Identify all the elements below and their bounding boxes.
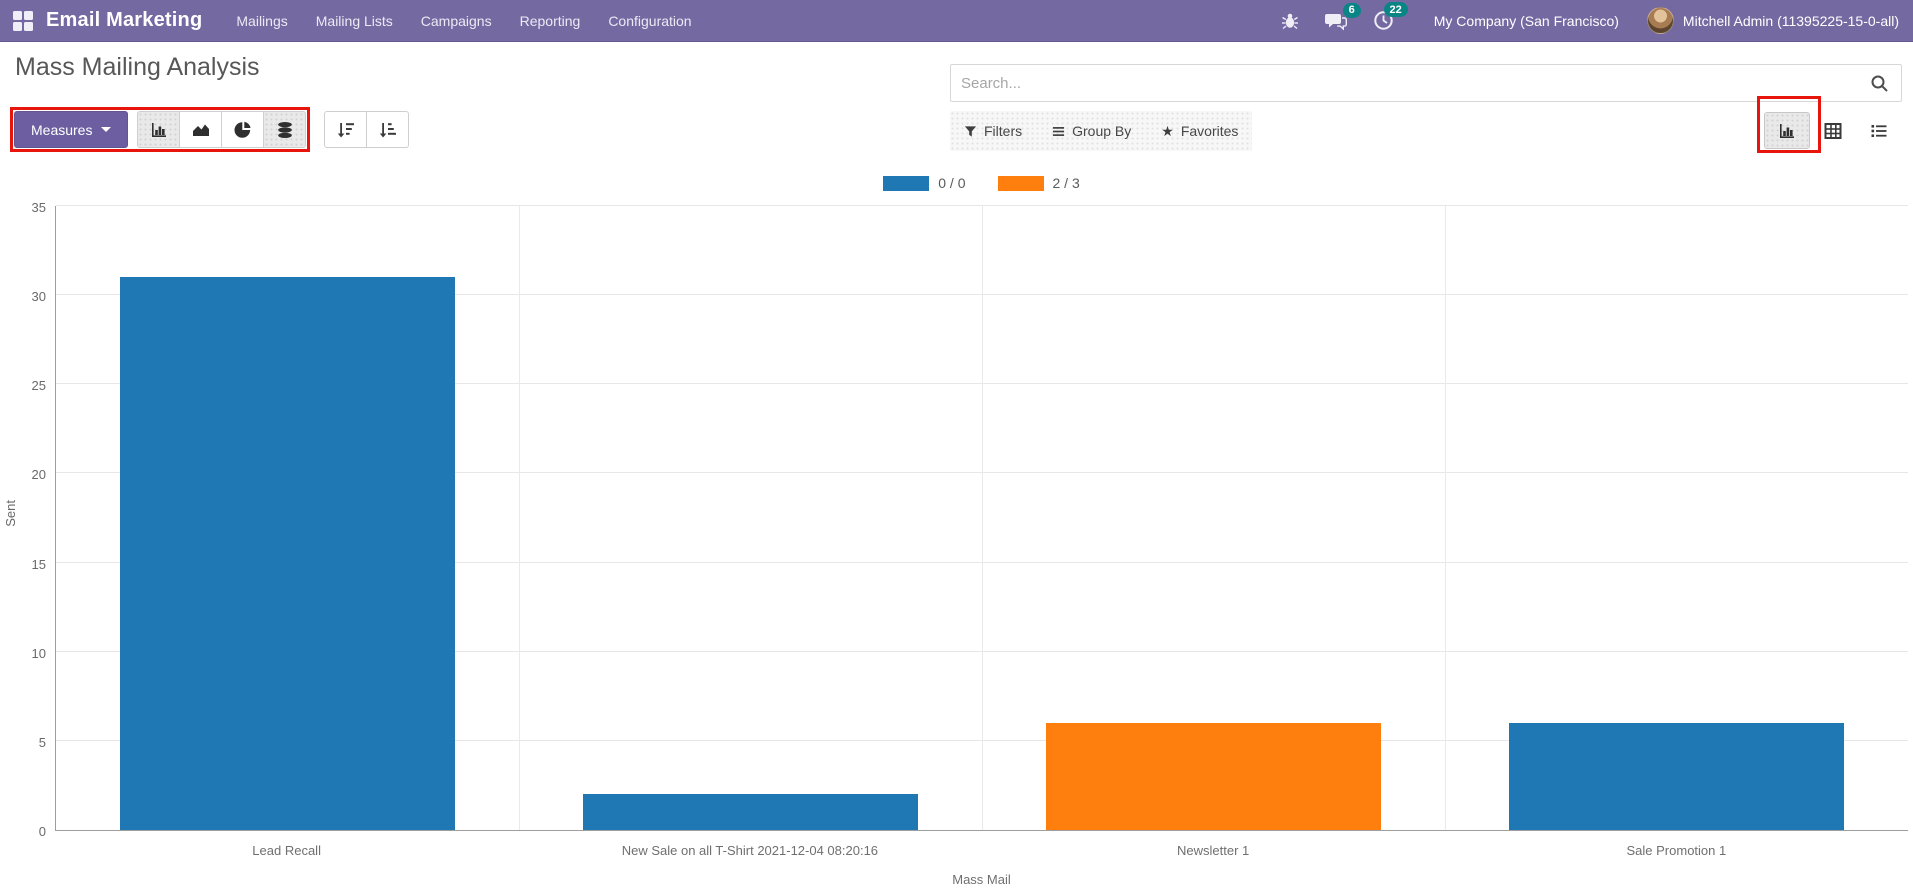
x-tick-label: Newsletter 1 bbox=[1177, 843, 1250, 858]
y-tick-label: 0 bbox=[38, 824, 46, 839]
navbar-systray: 6 22 My Company (San Francisco) Mitchell… bbox=[1281, 2, 1913, 34]
nav-item-configuration[interactable]: Configuration bbox=[608, 12, 692, 29]
legend-item[interactable]: 0 / 0 bbox=[883, 175, 966, 191]
company-switcher[interactable]: My Company (San Francisco) bbox=[1433, 12, 1619, 29]
activities-clock-icon[interactable]: 22 bbox=[1373, 2, 1408, 31]
star-icon: ★ bbox=[1161, 123, 1174, 139]
apps-menu-icon[interactable] bbox=[13, 10, 33, 31]
view-switcher bbox=[1764, 112, 1902, 149]
pie-chart-mode-button[interactable] bbox=[221, 111, 265, 148]
group-by-bars-icon bbox=[1053, 126, 1065, 136]
legend-swatch bbox=[883, 175, 930, 191]
gridline bbox=[1445, 206, 1446, 830]
graph-toolbar: Measures bbox=[10, 107, 410, 152]
messages-icon[interactable]: 6 bbox=[1324, 2, 1361, 31]
gridline bbox=[56, 205, 1908, 206]
sort-switcher bbox=[324, 111, 410, 148]
nav-item-mailing-lists[interactable]: Mailing Lists bbox=[315, 12, 393, 29]
y-tick-label: 25 bbox=[31, 378, 46, 394]
y-tick-label: 10 bbox=[31, 645, 46, 661]
stacked-mode-button[interactable] bbox=[263, 111, 307, 148]
chart-type-switcher bbox=[137, 111, 307, 148]
x-tick-label: New Sale on all T-Shirt 2021-12-04 08:20… bbox=[621, 843, 879, 858]
y-tick-label: 15 bbox=[31, 556, 46, 572]
chart-legend: 0 / 0 2 / 3 bbox=[55, 175, 1908, 191]
nav-item-campaigns[interactable]: Campaigns bbox=[420, 12, 492, 29]
plot-area bbox=[55, 205, 1908, 831]
search-icon[interactable] bbox=[1870, 74, 1889, 93]
y-tick-label: 20 bbox=[31, 467, 46, 483]
activities-count-badge: 22 bbox=[1383, 2, 1408, 17]
gridline bbox=[519, 206, 520, 830]
chart-bar[interactable] bbox=[120, 277, 455, 830]
filters-menu[interactable]: Filters bbox=[964, 123, 1022, 139]
y-tick-label: 35 bbox=[31, 200, 46, 215]
nav-item-reporting[interactable]: Reporting bbox=[519, 12, 581, 29]
favorites-menu[interactable]: ★ Favorites bbox=[1161, 123, 1239, 139]
user-menu[interactable]: Mitchell Admin (11395225-15-0-all) bbox=[1682, 12, 1899, 29]
top-navbar: Email Marketing Mailings Mailing Lists C… bbox=[0, 0, 1913, 42]
legend-item[interactable]: 2 / 3 bbox=[997, 175, 1080, 191]
nav-item-mailings[interactable]: Mailings bbox=[236, 12, 288, 29]
pivot-view-button[interactable] bbox=[1810, 112, 1856, 149]
y-tick-label: 5 bbox=[38, 734, 46, 750]
y-axis-labels: 0 5 10 15 20 25 30 35 bbox=[0, 200, 46, 839]
line-chart-mode-button[interactable] bbox=[179, 111, 223, 148]
annotation-box-measures: Measures bbox=[10, 107, 311, 152]
chart-bar[interactable] bbox=[1509, 723, 1844, 830]
search-bar bbox=[950, 64, 1902, 102]
sort-ascending-button[interactable] bbox=[366, 111, 410, 148]
search-input[interactable] bbox=[951, 74, 1870, 92]
search-filters-bar: Filters Group By ★ Favorites bbox=[950, 111, 1253, 151]
x-axis-labels: Lead Recall New Sale on all T-Shirt 2021… bbox=[55, 843, 1908, 858]
chart-bar[interactable] bbox=[1046, 723, 1381, 830]
sort-descending-button[interactable] bbox=[324, 111, 368, 148]
filter-funnel-icon bbox=[964, 125, 977, 137]
list-view-button[interactable] bbox=[1856, 112, 1902, 149]
y-tick-label: 30 bbox=[31, 289, 46, 305]
gridline bbox=[982, 206, 983, 830]
page-title: Mass Mailing Analysis bbox=[15, 53, 260, 81]
chart-bar[interactable] bbox=[583, 794, 918, 830]
messages-count-badge: 6 bbox=[1342, 2, 1361, 18]
y-axis-title: Sent bbox=[3, 500, 18, 527]
graph-view-button[interactable] bbox=[1764, 112, 1810, 149]
x-tick-label: Sale Promotion 1 bbox=[1626, 843, 1727, 858]
measures-button[interactable]: Measures bbox=[14, 111, 129, 148]
debug-bug-icon[interactable] bbox=[1281, 12, 1299, 30]
x-axis-title: Mass Mail bbox=[952, 872, 1011, 887]
app-brand[interactable]: Email Marketing bbox=[46, 9, 203, 31]
chevron-down-icon bbox=[101, 127, 112, 132]
user-avatar[interactable] bbox=[1646, 7, 1674, 34]
legend-swatch bbox=[997, 175, 1044, 191]
bar-chart-mode-button[interactable] bbox=[137, 111, 181, 148]
x-tick-label: Lead Recall bbox=[252, 843, 321, 858]
group-by-menu[interactable]: Group By bbox=[1052, 123, 1131, 139]
